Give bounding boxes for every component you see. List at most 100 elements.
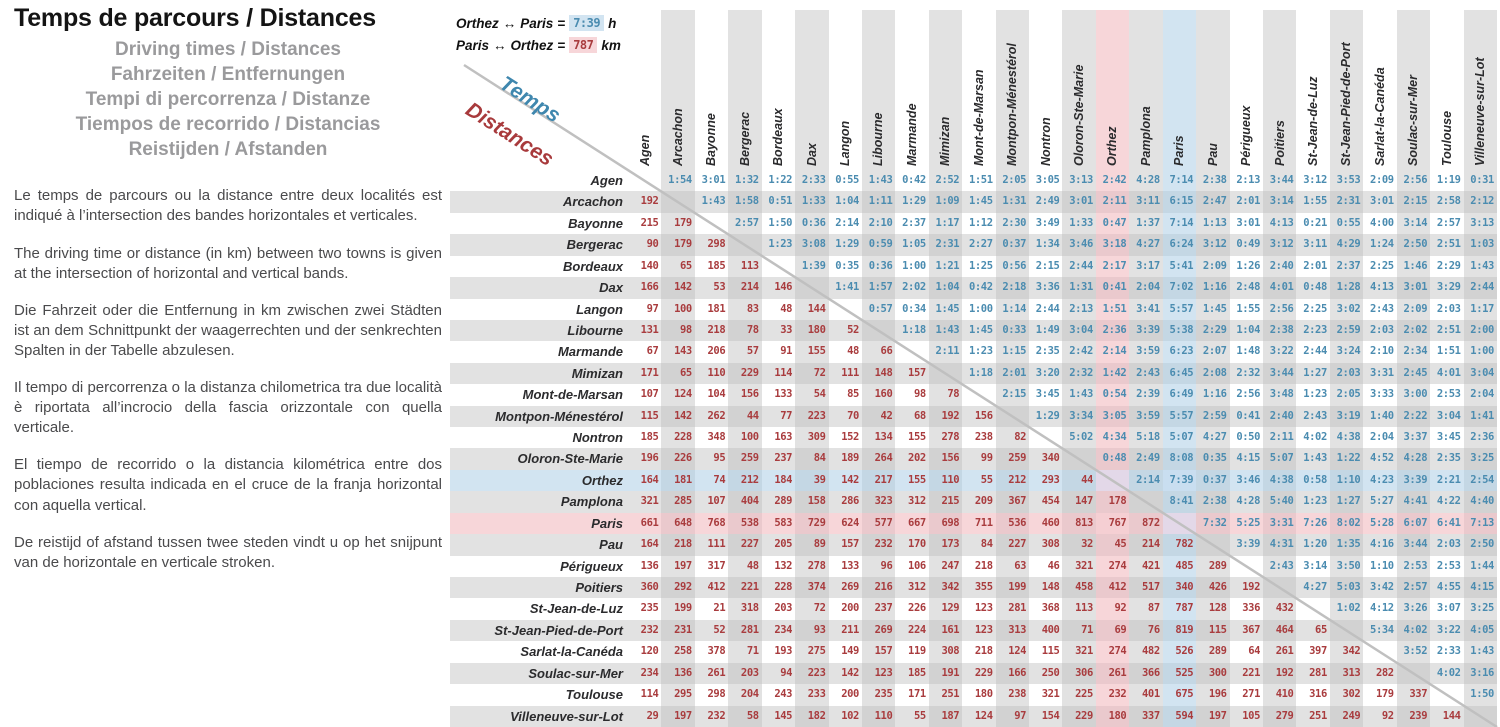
- column-header: Dax: [804, 143, 819, 166]
- time-cell: 7:13: [1463, 512, 1497, 535]
- time-cell: 6:24: [1162, 234, 1197, 256]
- time-cell: 3:16: [1463, 662, 1497, 685]
- diagonal-cell: [1363, 641, 1396, 662]
- legend-time-example: Orthez ↔ Paris = 7:39 h: [456, 12, 621, 34]
- distance-cell: 110: [928, 469, 963, 492]
- time-cell: 2:37: [1329, 255, 1364, 278]
- distance-cell: 368: [1041, 602, 1060, 615]
- time-cell: 1:41: [1463, 405, 1497, 428]
- time-cell: 3:50: [1329, 555, 1364, 578]
- distance-cell: 594: [1162, 705, 1197, 727]
- time-cell: 2:10: [1370, 345, 1394, 358]
- time-cell: 3:11: [1129, 191, 1163, 213]
- legend-distance-value: 787: [569, 37, 598, 53]
- distance-cell: 261: [694, 662, 729, 685]
- distance-cell: 218: [661, 534, 695, 556]
- time-cell: 2:44: [1035, 302, 1060, 315]
- distance-cell: 89: [795, 534, 829, 556]
- time-cell: 0:41: [1229, 405, 1264, 428]
- distance-cell: 239: [1396, 705, 1431, 727]
- time-cell: 8:02: [1329, 512, 1364, 535]
- distance-cell: 536: [995, 512, 1030, 535]
- time-cell: 3:26: [1396, 598, 1431, 620]
- distance-cell: 72: [795, 598, 829, 620]
- distance-cell: 179: [1375, 688, 1394, 701]
- diagonal-cell: [1029, 427, 1062, 448]
- legend-time-value: 7:39: [569, 15, 605, 31]
- column-header: Bayonne: [704, 113, 719, 166]
- distance-cell: 232: [861, 534, 896, 556]
- time-cell: 2:13: [1236, 174, 1261, 186]
- distance-cell: 767: [1095, 512, 1130, 535]
- distance-cell: 181: [707, 302, 726, 315]
- time-cell: 2:11: [1095, 191, 1130, 213]
- distance-cell: 517: [1129, 577, 1163, 599]
- time-cell: 2:31: [928, 234, 963, 256]
- time-cell: 1:26: [1236, 259, 1261, 272]
- distance-cell: 107: [640, 388, 659, 401]
- distance-cell: 286: [828, 491, 862, 513]
- distance-cell: 360: [628, 577, 662, 599]
- time-cell: 2:57: [1396, 577, 1431, 599]
- distance-cell: 318: [728, 598, 762, 620]
- time-cell: 1:16: [1196, 277, 1230, 299]
- distance-cell: 90: [628, 234, 662, 256]
- time-cell: 1:00: [1463, 341, 1497, 363]
- time-cell: 3:46: [1062, 234, 1096, 256]
- time-cell: 3:59: [1129, 341, 1163, 363]
- legend: Orthez ↔ Paris = 7:39 h Paris ↔ Orthez =…: [456, 12, 621, 56]
- distance-cell: 313: [1329, 662, 1364, 685]
- time-cell: 1:28: [1329, 277, 1364, 299]
- time-cell: 2:01: [1303, 259, 1327, 272]
- time-cell: 2:49: [1129, 448, 1163, 470]
- distance-cell: 76: [1129, 619, 1163, 642]
- distance-cell: 21: [713, 602, 726, 615]
- distance-cell: 232: [694, 705, 729, 727]
- row-header: Pau: [599, 537, 623, 553]
- distance-cell: 226: [661, 448, 695, 470]
- time-cell: 1:29: [828, 234, 862, 256]
- time-cell: 0:55: [835, 174, 859, 186]
- distance-cell: 298: [694, 234, 729, 256]
- row-header: Villeneuve-sur-Lot: [510, 708, 623, 724]
- time-cell: 2:00: [1463, 319, 1497, 342]
- distance-cell: 155: [895, 469, 929, 492]
- time-cell: 6:41: [1430, 512, 1464, 535]
- time-cell: 2:56: [1263, 298, 1297, 320]
- distance-cell: 300: [1196, 662, 1230, 685]
- distance-cell: 98: [913, 388, 926, 401]
- distance-cell: 158: [795, 491, 829, 513]
- time-cell: 0:48: [1296, 277, 1330, 299]
- distance-cell: 157: [895, 362, 929, 385]
- diagonal-cell: [829, 299, 862, 320]
- time-cell: 1:57: [861, 277, 896, 299]
- time-cell: 4:29: [1329, 234, 1364, 256]
- distance-cell: 308: [1029, 534, 1063, 556]
- distance-cell: 45: [1095, 534, 1130, 556]
- time-cell: 2:43: [1296, 405, 1330, 428]
- time-cell: 2:35: [1430, 448, 1464, 470]
- time-cell: 1:32: [728, 170, 762, 192]
- time-cell: 4:02: [1303, 431, 1327, 444]
- time-cell: 2:02: [895, 277, 929, 299]
- paragraph-de: Die Fahrzeit oder die Entfernung in km z…: [14, 301, 442, 359]
- distance-cell: 293: [1029, 469, 1063, 492]
- time-cell: 2:32: [1062, 362, 1096, 385]
- distance-cell: 113: [1062, 598, 1096, 620]
- time-cell: 2:51: [1430, 234, 1464, 256]
- time-cell: 1:15: [995, 341, 1030, 363]
- time-cell: 0:37: [1196, 469, 1230, 492]
- column-header: Poitiers: [1272, 120, 1287, 166]
- distance-cell: 306: [1062, 662, 1096, 685]
- diagonal-cell: [728, 234, 762, 256]
- time-cell: 8:41: [1162, 491, 1197, 513]
- time-cell: 3:13: [1062, 170, 1096, 192]
- time-cell: 5:38: [1162, 319, 1197, 342]
- column-header: St-Jean-Pied-de-Port: [1339, 42, 1354, 166]
- diagonal-cell: [1430, 684, 1463, 705]
- distance-cell: 212: [995, 469, 1030, 492]
- time-cell: 2:25: [1370, 259, 1394, 272]
- distance-cell: 281: [995, 598, 1030, 620]
- distance-cell: 298: [707, 688, 726, 701]
- distance-cell: 698: [928, 512, 963, 535]
